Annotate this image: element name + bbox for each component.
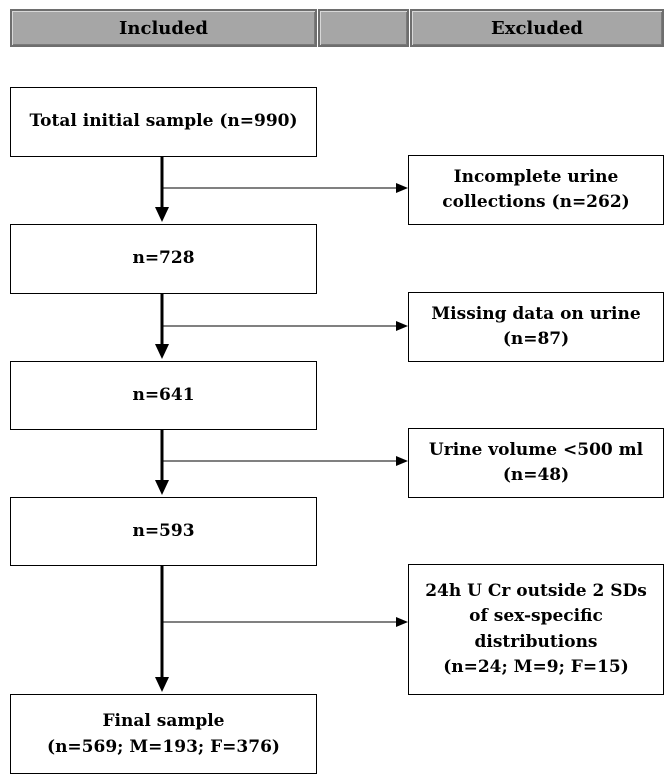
included-box-641: n=641 (10, 361, 317, 430)
header-excluded-label: Excluded (491, 17, 583, 39)
excluded-box-creatinine-line2: of sex-specific (469, 606, 603, 626)
excluded-box-volume-line2: (n=48) (502, 465, 570, 485)
excluded-box-creatinine-line3: distributions (474, 631, 598, 652)
down-arrow-2 (155, 294, 169, 359)
down-arrow-4 (155, 566, 169, 692)
included-box-initial-text: Total initial sample (n=990) (29, 111, 298, 132)
down-arrow-3 (155, 430, 169, 495)
excluded-box-creatinine-line4: (n=24; M=9; F=15) (443, 657, 629, 677)
down-arrow-1 (155, 157, 169, 222)
excluded-box-missing: Missing data on urine (n=87) (408, 292, 664, 362)
excluded-box-volume-line1: Urine volume <500 ml (428, 439, 644, 460)
excluded-box-incomplete-line1: Incomplete urine (453, 166, 619, 187)
side-arrow-1 (162, 183, 408, 193)
header-middle (318, 9, 409, 47)
side-arrow-4 (162, 617, 408, 627)
excluded-box-missing-line2: (n=87) (502, 329, 570, 349)
excluded-box-incomplete-line2: collections (n=262) (442, 192, 630, 212)
included-box-593: n=593 (10, 497, 317, 566)
included-box-final-counts: (n=569; M=193; F=376) (47, 736, 280, 757)
header-included-label: Included (118, 17, 208, 39)
header-included: Included (10, 9, 317, 47)
included-box-final-title: Final sample (102, 711, 225, 731)
included-box-728-text: n=728 (132, 248, 195, 269)
included-box-728: n=728 (10, 224, 317, 294)
excluded-box-volume: Urine volume <500 ml (n=48) (408, 428, 664, 498)
excluded-box-incomplete: Incomplete urine collections (n=262) (408, 155, 664, 225)
excluded-box-missing-line1: Missing data on urine (431, 303, 641, 324)
side-arrow-3 (162, 456, 408, 466)
side-arrow-2 (162, 321, 408, 331)
included-box-initial: Total initial sample (n=990) (10, 87, 317, 157)
excluded-box-creatinine: 24h U Cr outside 2 SDs of sex-specific d… (408, 564, 664, 695)
included-box-641-text: n=641 (132, 384, 195, 405)
header-excluded: Excluded (410, 9, 664, 47)
excluded-box-creatinine-line1: 24h U Cr outside 2 SDs (425, 580, 647, 601)
included-box-593-text: n=593 (132, 520, 195, 541)
included-box-final: Final sample (n=569; M=193; F=376) (10, 694, 317, 774)
